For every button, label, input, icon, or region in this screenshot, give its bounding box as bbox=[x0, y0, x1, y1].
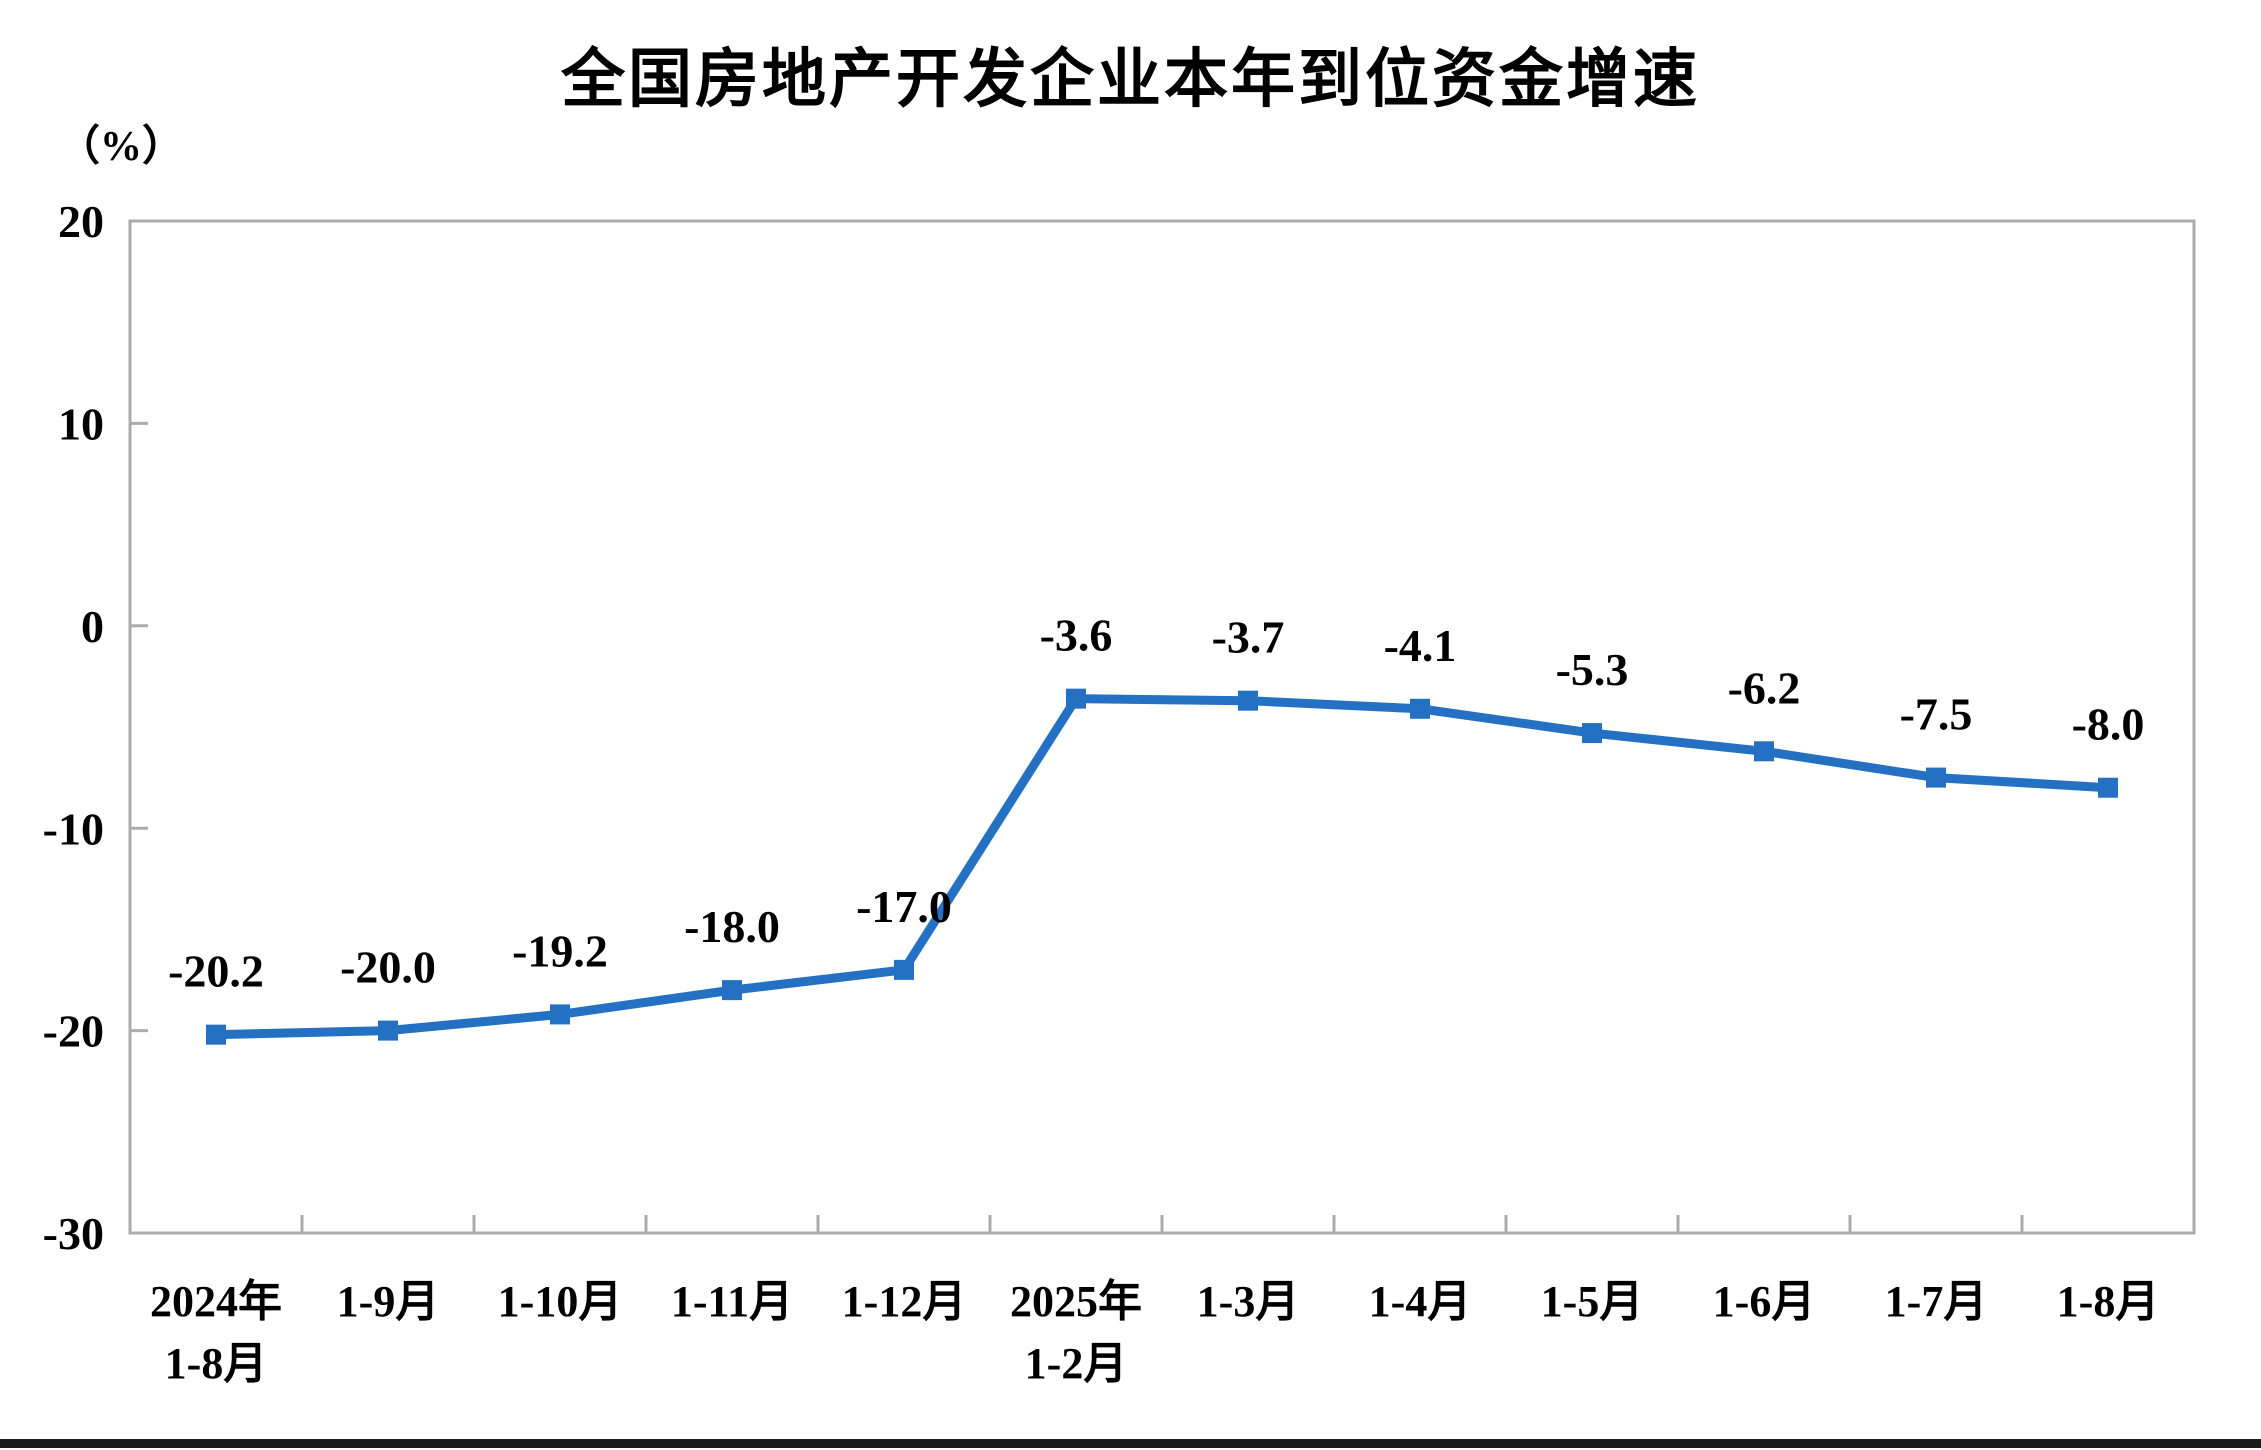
x-tick-label: 1-7月 bbox=[1885, 1277, 1988, 1326]
data-point-marker bbox=[1410, 698, 1430, 719]
data-point-marker bbox=[1582, 723, 1602, 744]
data-point-marker bbox=[378, 1020, 398, 1041]
data-point-marker bbox=[2098, 777, 2118, 798]
x-tick-label: 2024年 bbox=[150, 1277, 282, 1326]
data-point-marker bbox=[1066, 688, 1086, 709]
data-point-marker bbox=[550, 1004, 570, 1025]
y-tick-label: 10 bbox=[58, 399, 104, 450]
data-point-label: -20.0 bbox=[340, 942, 436, 993]
y-tick-label: 0 bbox=[81, 601, 104, 652]
data-point-label: -17.0 bbox=[856, 881, 952, 932]
data-point-label: -20.2 bbox=[168, 946, 264, 997]
x-tick-label: 1-5月 bbox=[1541, 1277, 1644, 1326]
x-tick-label: 1-12月 bbox=[842, 1277, 967, 1326]
x-tick-label: 1-4月 bbox=[1369, 1277, 1472, 1326]
data-point-marker bbox=[1926, 767, 1946, 788]
data-point-marker bbox=[1754, 741, 1774, 762]
x-tick-label: 1-2月 bbox=[1025, 1339, 1128, 1388]
data-point-label: -7.5 bbox=[1900, 689, 1973, 740]
data-point-marker bbox=[1238, 690, 1258, 711]
y-tick-label: -20 bbox=[43, 1006, 104, 1057]
data-point-label: -5.3 bbox=[1556, 644, 1629, 695]
x-tick-label: 1-11月 bbox=[671, 1277, 793, 1326]
bottom-divider bbox=[0, 1439, 2261, 1448]
x-tick-label: 1-6月 bbox=[1713, 1277, 1816, 1326]
data-point-marker bbox=[206, 1024, 226, 1045]
x-tick-label: 2025年 bbox=[1010, 1277, 1142, 1326]
y-tick-label: -10 bbox=[43, 803, 104, 854]
data-point-marker bbox=[894, 959, 914, 980]
chart-title: 全国房地产开发企业本年到位资金增速 bbox=[561, 43, 1700, 115]
y-tick-label: -30 bbox=[43, 1208, 104, 1259]
data-point-label: -4.1 bbox=[1384, 620, 1457, 671]
data-point-label: -6.2 bbox=[1728, 662, 1801, 713]
data-point-label: -18.0 bbox=[684, 901, 780, 952]
x-tick-label: 1-3月 bbox=[1197, 1277, 1300, 1326]
x-tick-label: 1-9月 bbox=[337, 1277, 440, 1326]
data-point-label: -3.7 bbox=[1212, 612, 1285, 663]
plot-border bbox=[128, 219, 2196, 1235]
y-tick-label: 20 bbox=[58, 196, 104, 247]
x-tick-label: 1-8月 bbox=[2057, 1277, 2160, 1326]
x-tick-label: 1-10月 bbox=[498, 1277, 623, 1326]
data-point-label: -8.0 bbox=[2072, 699, 2145, 750]
data-point-label: -19.2 bbox=[512, 925, 608, 976]
series-line bbox=[215, 694, 2109, 1040]
data-point-marker bbox=[722, 980, 742, 1001]
data-point-label: -3.6 bbox=[1040, 610, 1113, 661]
y-axis-unit-label: （%） bbox=[58, 124, 185, 170]
x-tick-label: 1-8月 bbox=[165, 1339, 268, 1388]
